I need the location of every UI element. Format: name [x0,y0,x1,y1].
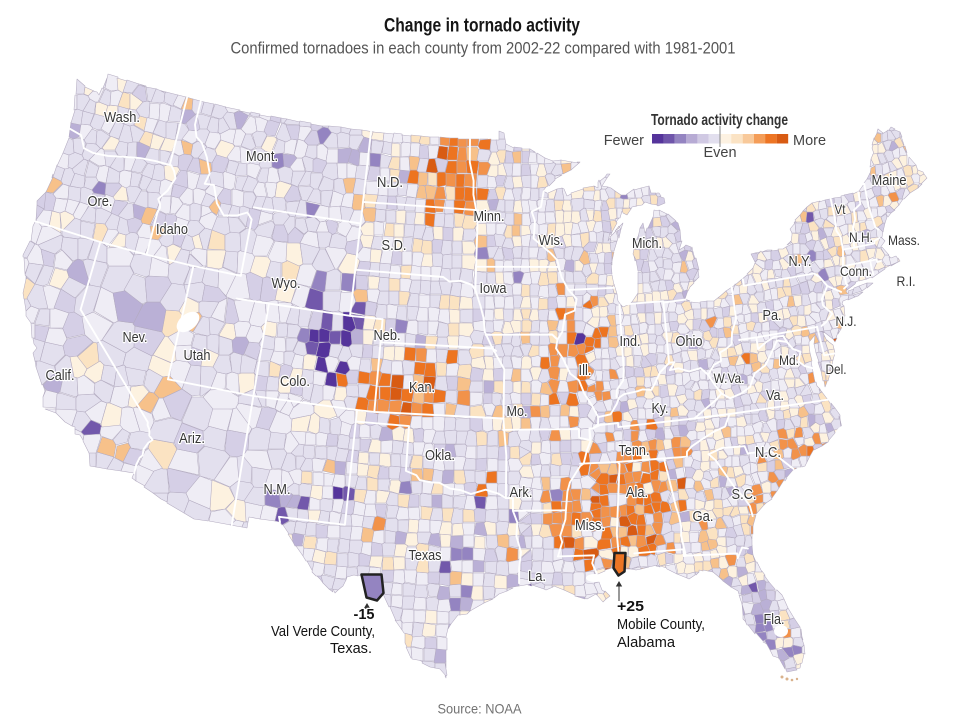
svg-text:Ind.: Ind. [620,333,641,350]
svg-text:Fla.: Fla. [764,611,785,628]
svg-text:Vt: Vt [835,201,846,217]
svg-text:Maine: Maine [872,172,907,189]
svg-text:Conn.: Conn. [840,263,872,279]
svg-text:N.Y.: N.Y. [789,253,812,270]
svg-text:Wash.: Wash. [104,109,140,126]
svg-text:-15: -15 [354,607,375,623]
svg-text:Ga.: Ga. [693,508,714,525]
svg-text:Alabama: Alabama [617,635,676,651]
svg-text:Ill.: Ill. [579,362,592,379]
svg-text:Mo.: Mo. [507,403,528,420]
svg-text:Ala.: Ala. [626,484,648,501]
svg-text:Utah: Utah [184,347,211,364]
svg-text:Wis.: Wis. [539,232,564,249]
svg-text:Texas: Texas [409,547,442,564]
svg-text:Va.: Va. [766,387,784,404]
svg-text:La.: La. [528,568,546,585]
svg-text:Del.: Del. [826,361,847,377]
svg-text:Neb.: Neb. [374,327,401,344]
svg-text:Mich.: Mich. [632,235,662,252]
svg-text:Ky.: Ky. [652,400,669,417]
svg-text:Even: Even [703,145,736,161]
svg-text:Md.: Md. [779,352,799,368]
svg-text:Confirmed tornadoes in each co: Confirmed tornadoes in each county from … [231,38,736,57]
svg-text:Tornado activity change: Tornado activity change [651,112,788,129]
svg-text:Tenn.: Tenn. [619,442,650,459]
svg-text:Pa.: Pa. [763,307,782,324]
svg-text:Idaho: Idaho [156,221,188,238]
svg-text:Fewer: Fewer [604,133,644,149]
svg-text:R.I.: R.I. [897,273,916,289]
svg-text:Okla.: Okla. [425,447,455,464]
svg-text:More: More [793,133,826,149]
svg-text:Source: NOAA: Source: NOAA [438,702,523,717]
svg-text:Val Verde County,: Val Verde County, [271,624,375,640]
svg-text:Mont.: Mont. [246,148,278,165]
svg-text:N.M.: N.M. [264,481,291,498]
svg-text:Texas.: Texas. [330,641,372,657]
svg-text:S.D.: S.D. [382,237,407,254]
svg-text:Mass.: Mass. [888,232,920,248]
svg-text:Nev.: Nev. [123,329,148,346]
svg-text:Colo.: Colo. [280,373,310,390]
svg-text:Kan.: Kan. [409,379,435,396]
svg-text:+25: +25 [617,599,644,615]
svg-text:Wyo.: Wyo. [272,275,301,292]
svg-text:Ohio: Ohio [676,333,703,350]
svg-text:N.C.: N.C. [755,444,781,461]
svg-text:Ark.: Ark. [510,484,533,501]
svg-text:N.J.: N.J. [836,313,857,329]
svg-text:W.Va.: W.Va. [714,370,745,386]
svg-text:Ore.: Ore. [88,193,113,210]
svg-text:Mobile County,: Mobile County, [617,617,705,633]
svg-text:S.C.: S.C. [732,486,757,503]
svg-text:Miss.: Miss. [575,517,605,534]
svg-text:Minn.: Minn. [474,208,505,225]
svg-text:Change in tornado activity: Change in tornado activity [384,14,580,36]
svg-text:Calif.: Calif. [46,367,75,384]
svg-text:Ariz.: Ariz. [179,430,205,447]
svg-text:Iowa: Iowa [480,280,508,297]
svg-text:N.D.: N.D. [377,174,403,191]
svg-text:N.H.: N.H. [849,229,873,245]
